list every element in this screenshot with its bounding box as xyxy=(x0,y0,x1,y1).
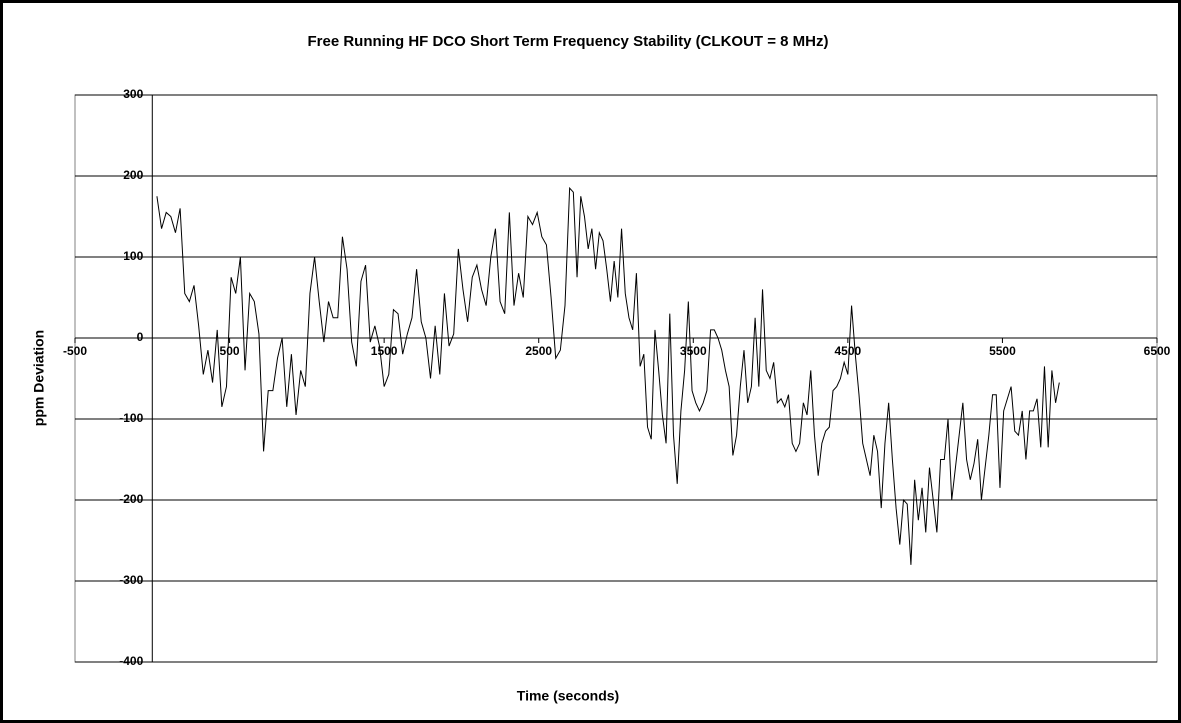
y-tick-label: -100 xyxy=(119,411,143,425)
x-axis-label: Time (seconds) xyxy=(517,688,619,704)
chart-title: Free Running HF DCO Short Term Frequency… xyxy=(307,33,828,50)
data-line xyxy=(156,186,1060,565)
y-tick-label: -300 xyxy=(119,573,143,587)
x-tick-label: 6500 xyxy=(1144,344,1171,358)
x-tick-label: 5500 xyxy=(989,344,1016,358)
x-tick-label: 2500 xyxy=(525,344,552,358)
y-tick-label: -200 xyxy=(119,492,143,506)
x-tick-label: 1500 xyxy=(371,344,398,358)
y-tick-label: 200 xyxy=(123,168,143,182)
x-tick-label: 4500 xyxy=(835,344,862,358)
y-tick-label: 300 xyxy=(123,87,143,101)
y-tick-label: 100 xyxy=(123,249,143,263)
y-tick-label: -400 xyxy=(119,654,143,668)
x-tick-label: -500 xyxy=(63,344,87,358)
x-tick-label: 3500 xyxy=(680,344,707,358)
x-tick-label: 500 xyxy=(220,344,240,358)
y-axis-label: ppm Deviation xyxy=(31,330,47,426)
y-tick-label: 0 xyxy=(137,330,144,344)
